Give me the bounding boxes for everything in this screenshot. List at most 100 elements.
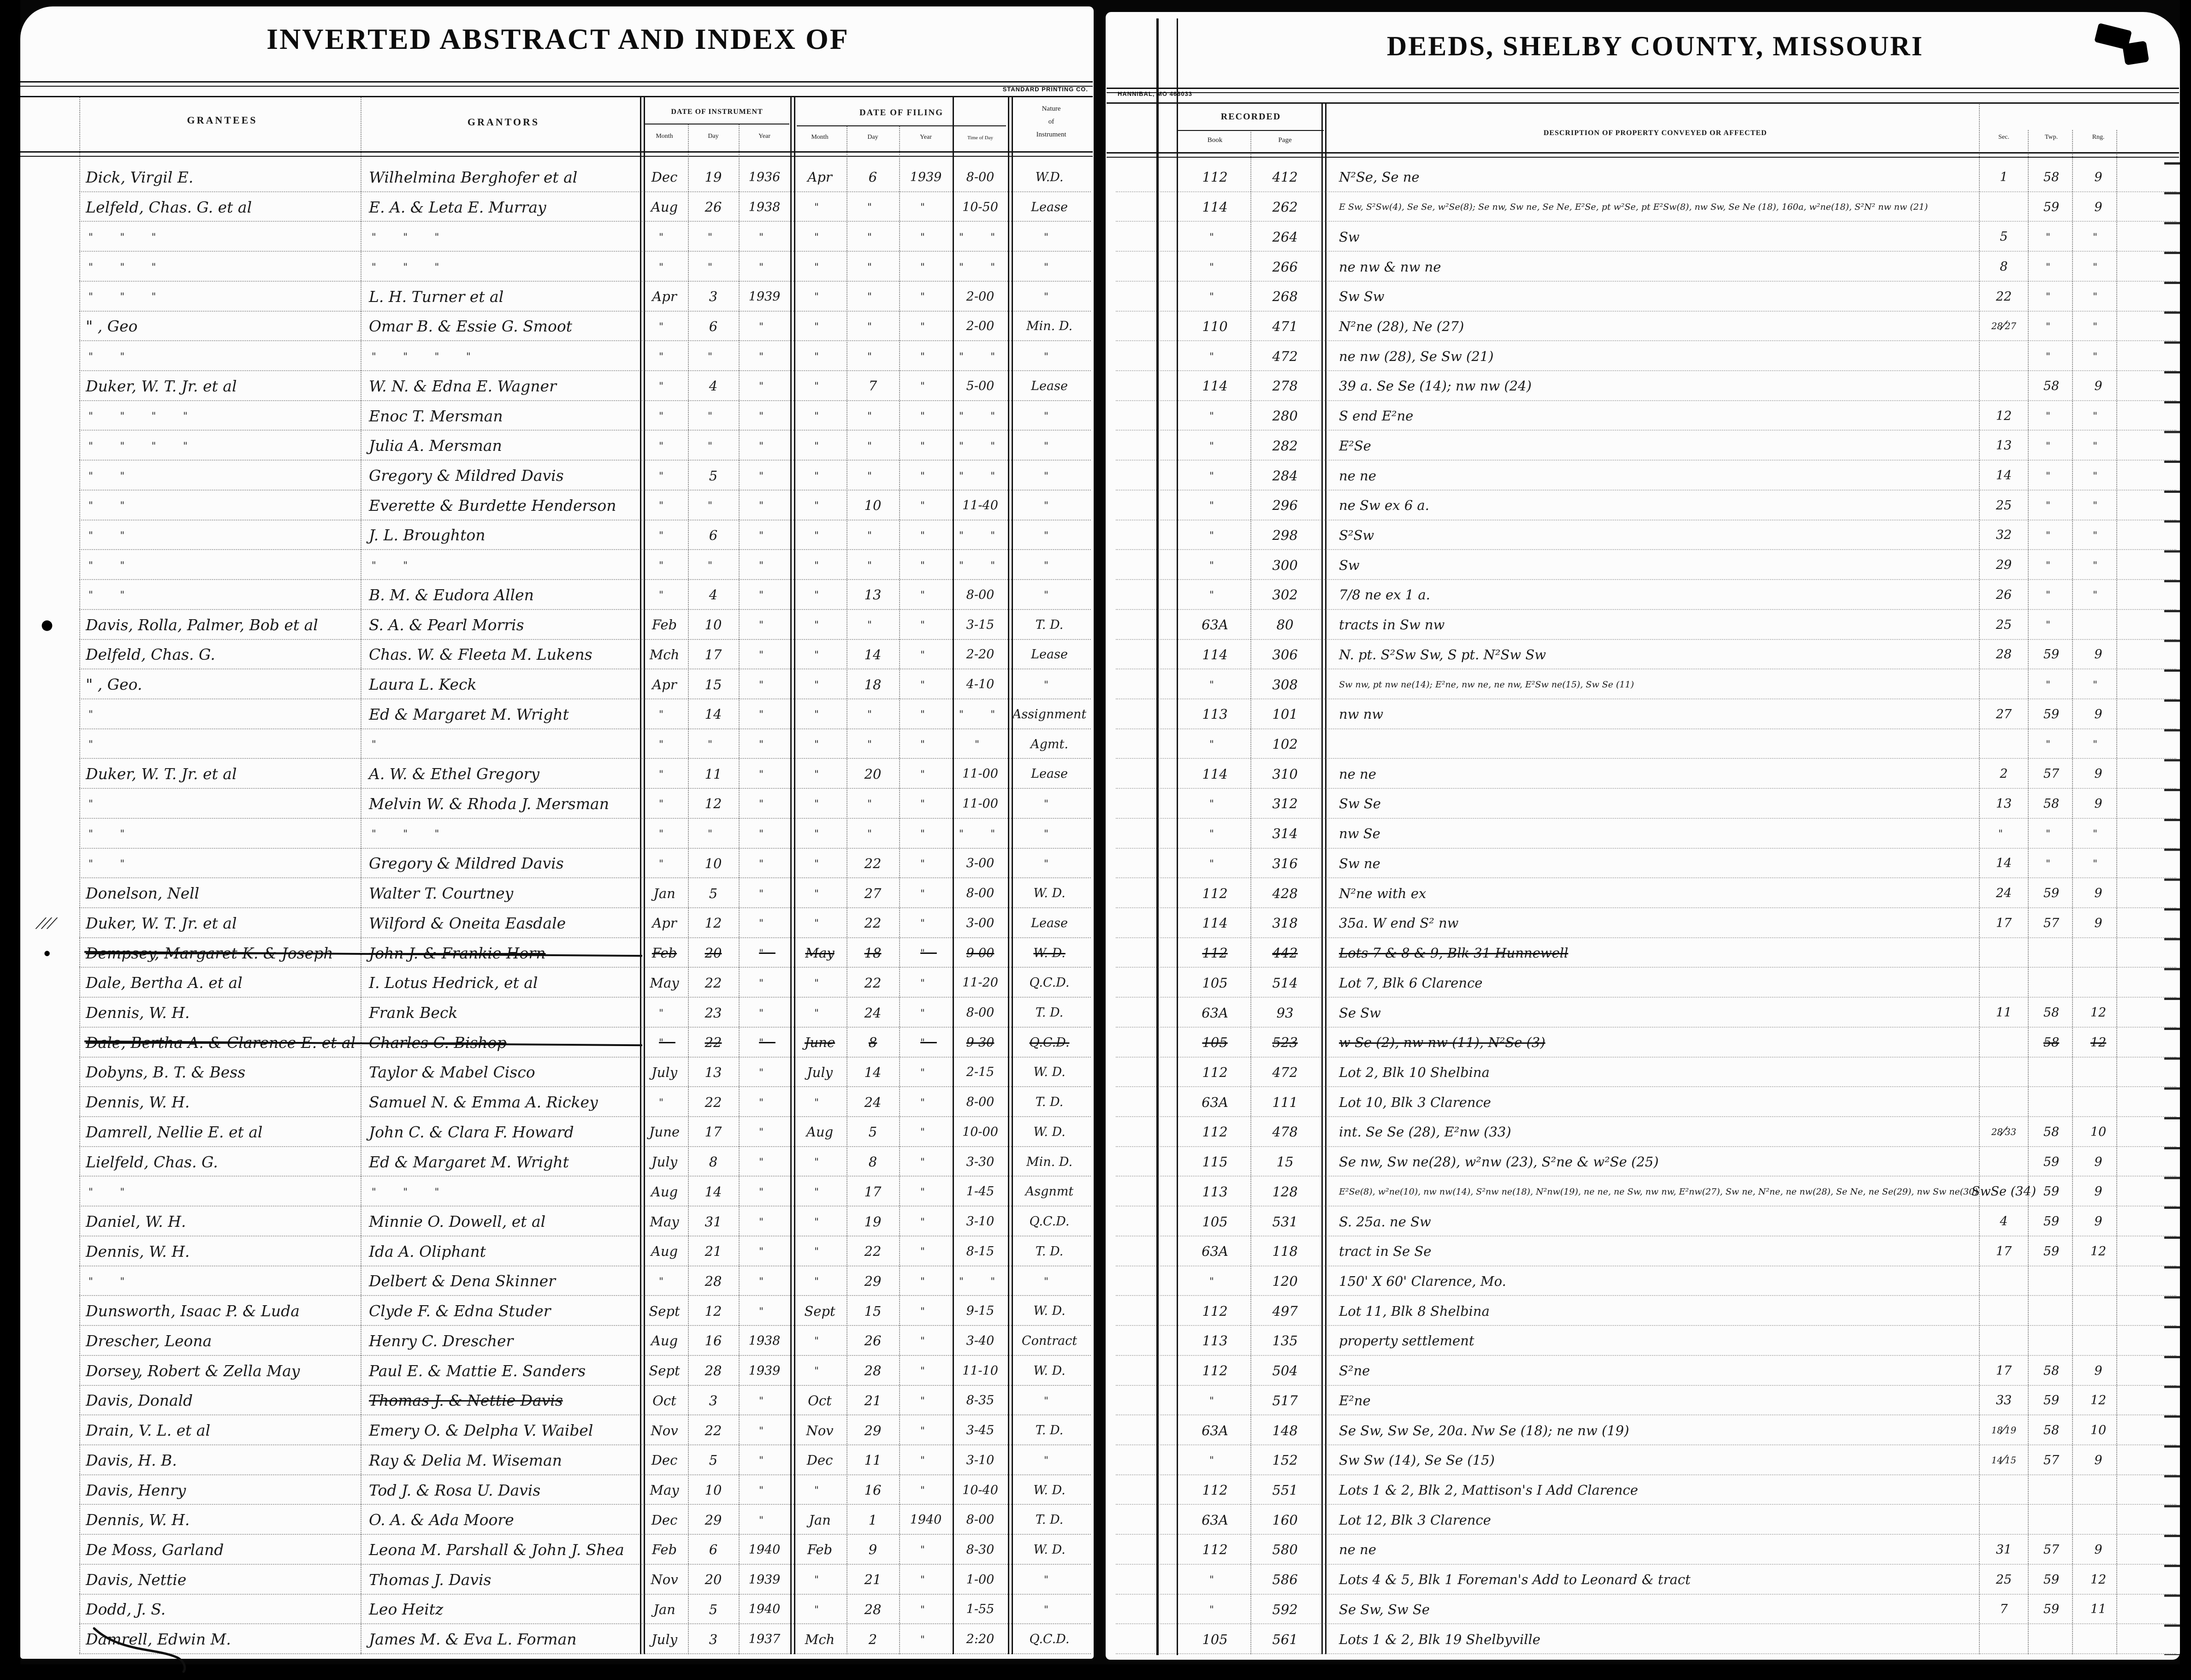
description-cell: E²Se xyxy=(1339,438,1371,454)
margin-note xyxy=(18,1386,77,1416)
page-cell: 135 xyxy=(1272,1333,1298,1349)
filing-day-cell: " xyxy=(867,709,884,720)
row-rule-left xyxy=(79,1206,1091,1207)
column-rule xyxy=(1012,96,1013,1654)
grantor-cell: Minnie O. Dowell, et al xyxy=(369,1213,546,1231)
row-rule-left xyxy=(79,251,1091,252)
grantor-cell: " " " xyxy=(372,828,451,840)
binding-ticks xyxy=(2164,162,2180,1655)
description-cell: tract in Se Se xyxy=(1339,1243,1432,1260)
nature-cell: W. D. xyxy=(1033,886,1066,901)
margin-note xyxy=(18,550,77,580)
filing-day-cell: 5 xyxy=(868,1124,877,1140)
row-rule-left xyxy=(79,639,1091,640)
grantor-cell: Frank Beck xyxy=(369,1004,458,1022)
nature-cell: Q.C.D. xyxy=(1029,1632,1070,1647)
filing-month-cell: " xyxy=(814,291,831,302)
instrument-year-cell: " xyxy=(759,1395,776,1406)
margin-note xyxy=(18,1475,77,1505)
instrument-day-cell: 6 xyxy=(709,1542,718,1558)
grantee-cell: Duker, W. T. Jr. et al xyxy=(86,377,237,395)
grantor-cell: Gregory & Mildred Davis xyxy=(369,854,564,873)
book-cell: 112 xyxy=(1202,1064,1228,1080)
page-cell: 102 xyxy=(1272,736,1298,752)
column-rule xyxy=(2072,130,2073,1654)
instrument-day-cell: 26 xyxy=(705,199,722,215)
column-rule xyxy=(1979,102,1980,1654)
nature-cell: " xyxy=(1044,559,1060,571)
book-cell: 114 xyxy=(1202,766,1228,782)
row-rule-right xyxy=(1116,639,2176,640)
instrument-day-cell: 11 xyxy=(705,766,722,782)
page-cell: 318 xyxy=(1272,915,1298,931)
filing-year-cell: " xyxy=(920,1066,937,1078)
table-row: Dennis, W. H. Frank Beck " 23 " " 24 " 8… xyxy=(0,998,2191,1028)
filing-day-cell: " xyxy=(867,470,884,481)
time-of-day-cell: 9-00 xyxy=(966,946,995,960)
filing-day-cell: 21 xyxy=(864,1572,882,1588)
table-row: Davis, Nettie Thomas J. Davis Nov 20 193… xyxy=(0,1565,2191,1595)
nature-cell: " xyxy=(1044,589,1060,601)
page-cell: 262 xyxy=(1272,199,1298,215)
book-cell: 63A xyxy=(1202,1243,1228,1260)
row-rule-right xyxy=(1116,758,2176,759)
margin-note xyxy=(18,1087,77,1117)
filing-month-cell: " xyxy=(814,470,831,481)
filing-year-cell: " xyxy=(920,1216,937,1227)
filing-month-cell: " xyxy=(814,500,831,511)
filing-year-cell: " xyxy=(920,529,937,541)
book-cell: 112 xyxy=(1202,1303,1228,1319)
rng-cell: 9 xyxy=(2094,379,2102,393)
row-rule-right xyxy=(1116,997,2176,998)
book-cell: " xyxy=(1209,261,1226,272)
nature-cell: T. D. xyxy=(1035,1423,1064,1438)
margin-note xyxy=(18,580,77,610)
instrument-month-cell: Dec xyxy=(651,1512,678,1528)
book-cell: " xyxy=(1209,1574,1226,1585)
filing-year-cell: " xyxy=(920,977,937,988)
book-cell: 114 xyxy=(1202,915,1228,931)
col-header-nature-2: of xyxy=(1048,118,1054,125)
twp-cell: 59 xyxy=(2043,1244,2060,1259)
page-cell: 111 xyxy=(1272,1094,1298,1110)
nature-cell: " xyxy=(1044,500,1060,511)
margin-note xyxy=(18,1415,77,1445)
row-rule-right xyxy=(1116,370,2176,372)
table-row: Dale, Bertha A. & Clarence E. et al Char… xyxy=(0,1028,2191,1058)
instrument-month-cell: " xyxy=(659,589,675,601)
margin-note xyxy=(18,878,77,908)
instrument-day-cell: 12 xyxy=(705,796,722,812)
description-cell: 35a. W end S² nw xyxy=(1339,915,1459,931)
grantee-cell: Davis, Donald xyxy=(86,1391,193,1410)
filing-year-cell: " xyxy=(920,291,937,302)
row-rule-left xyxy=(79,1623,1091,1625)
sec-cell xyxy=(1979,669,2028,699)
instrument-month-cell: " xyxy=(659,739,675,750)
instrument-day-cell: " xyxy=(708,828,724,840)
description-cell: nw Se xyxy=(1339,826,1380,842)
book-cell: 105 xyxy=(1202,1035,1228,1051)
table-row: Dunsworth, Isaac P. & Luda Clyde F. & Ed… xyxy=(0,1296,2191,1326)
rng-cell: " xyxy=(2093,828,2109,840)
time-of-day-cell: 3-10 xyxy=(966,1214,995,1229)
margin-note xyxy=(18,192,77,222)
book-cell: " xyxy=(1209,858,1226,869)
book-cell: 112 xyxy=(1202,885,1228,901)
row-rule-left xyxy=(79,280,1091,282)
table-row: Davis, Henry Tod J. & Rosa U. Davis May … xyxy=(0,1475,2191,1505)
book-cell: " xyxy=(1209,1603,1226,1615)
instrument-year-cell: " xyxy=(759,470,776,481)
sec-cell xyxy=(1979,192,2028,222)
table-row: " Ed & Margaret M. Wright " 14 " " " " "… xyxy=(0,699,2191,729)
description-cell: Sw xyxy=(1339,557,1360,573)
twp-cell: " xyxy=(2046,470,2062,481)
grantee-cell: Davis, H. B. xyxy=(86,1451,177,1469)
grantor-cell: " " " xyxy=(372,261,451,272)
instrument-year-cell: 1940 xyxy=(748,1602,781,1617)
nature-cell: " xyxy=(1044,828,1060,840)
filing-year-cell: " xyxy=(920,1156,937,1168)
table-row: ● Dempsey, Margaret K. & Joseph John J. … xyxy=(0,938,2191,968)
table-row: Dick, Virgil E. Wilhelmina Berghofer et … xyxy=(0,162,2191,192)
row-rule-left xyxy=(79,907,1091,908)
column-rule xyxy=(644,96,645,1654)
